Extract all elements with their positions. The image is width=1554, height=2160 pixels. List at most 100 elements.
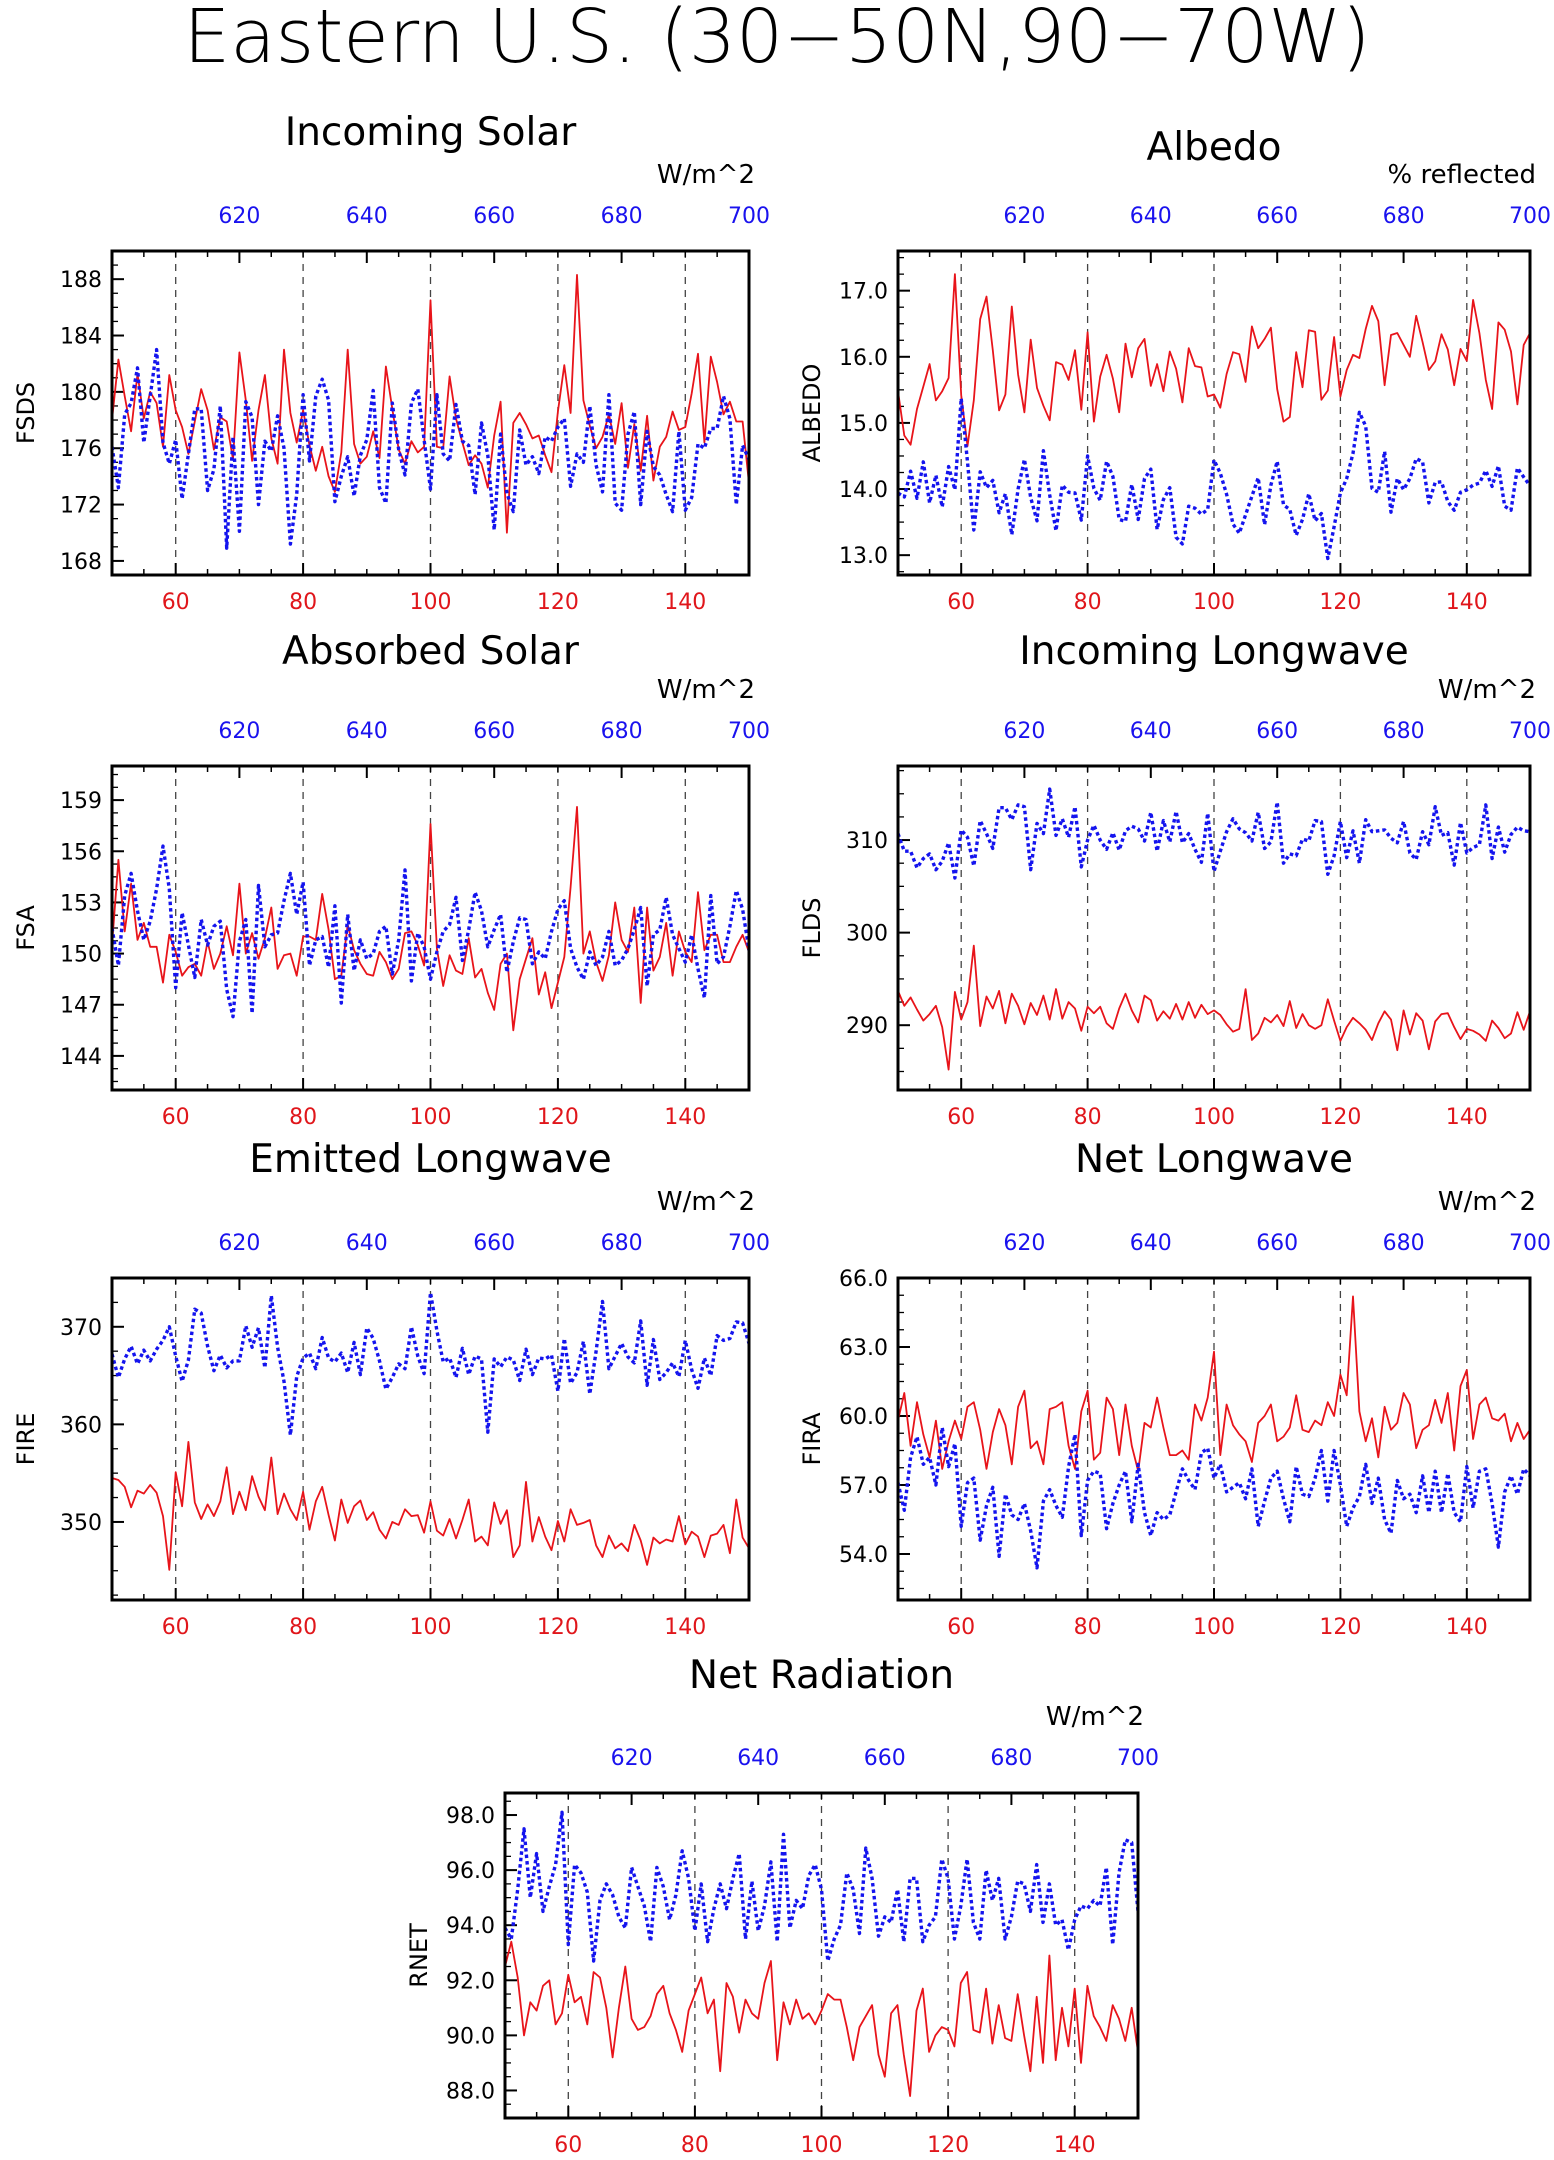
x2-tick-label: 620 [218, 719, 260, 744]
series-line-red [505, 1940, 1138, 2097]
x-tick-label: 120 [537, 1105, 579, 1130]
x2-tick-label: 640 [737, 1746, 779, 1771]
y-tick-label: 176 [60, 437, 102, 462]
x-tick-label: 60 [947, 1615, 975, 1640]
y-axis-label: FIRE [12, 1413, 40, 1466]
panel-fira: Net Longwave W/m^2 60 80 100 120 140 620 640 660 6… [798, 1137, 1551, 1640]
x-tick-label: 100 [410, 1615, 452, 1640]
x2-tick-label: 700 [728, 204, 770, 229]
y-tick-label: 98.0 [446, 1804, 495, 1829]
plot-frame [503, 1791, 1140, 2120]
panel-flds: Incoming Longwave W/m^2 60 80 100 120 140 620 64… [798, 629, 1551, 1130]
plot-frame [110, 764, 751, 1092]
x-tick-label: 60 [947, 1105, 975, 1130]
x2-tick-label: 620 [218, 1231, 260, 1256]
panel-rnet: Net Radiation W/m^2 60 80 100 120 140 620 640 660… [405, 1653, 1159, 2158]
plot-frame [110, 1276, 751, 1602]
x-tick-label: 80 [1074, 1105, 1102, 1130]
x-tick-label: 100 [1193, 1105, 1235, 1130]
x-tick-label: 100 [410, 590, 452, 615]
panel-title: Emitted Longwave [249, 1137, 611, 1182]
series-line-red [112, 1441, 749, 1571]
x-tick-label: 60 [554, 2133, 582, 2158]
x2-tick-label: 620 [1003, 1231, 1045, 1256]
units-label: W/m^2 [1438, 675, 1536, 705]
y-tick-label: 150 [60, 943, 102, 968]
x2-tick-label: 700 [1117, 1746, 1159, 1771]
x2-tick-label: 660 [473, 1231, 515, 1256]
units-label: W/m^2 [657, 675, 755, 705]
x2-tick-label: 640 [1130, 719, 1172, 744]
y-tick-label: 16.0 [839, 346, 888, 371]
x-tick-label: 120 [1319, 1615, 1361, 1640]
x-tick-label: 60 [162, 1105, 190, 1130]
x2-tick-label: 700 [1509, 204, 1551, 229]
x2-tick-label: 700 [1509, 1231, 1551, 1256]
panel-albedo: Albedo % reflected 60 80 100 120 140 620 640 660 6… [798, 125, 1551, 615]
x-tick-label: 140 [664, 1615, 706, 1640]
y-tick-label: 159 [60, 789, 102, 814]
y-tick-label: 168 [60, 550, 102, 575]
y-tick-label: 90.0 [446, 2024, 495, 2049]
y-tick-label: 184 [60, 325, 102, 350]
series-line-red [898, 1295, 1530, 1473]
series-line-red [112, 806, 749, 1032]
y-tick-label: 15.0 [839, 412, 888, 437]
x2-tick-label: 660 [1256, 204, 1298, 229]
x-tick-label: 120 [927, 2133, 969, 2158]
series-line-blue [898, 396, 1530, 561]
x2-tick-label: 680 [601, 719, 643, 744]
x2-tick-label: 660 [473, 719, 515, 744]
y-tick-label: 310 [846, 829, 888, 854]
units-label: W/m^2 [657, 160, 755, 190]
x2-tick-label: 700 [728, 1231, 770, 1256]
x-tick-label: 80 [1074, 590, 1102, 615]
x-tick-label: 100 [801, 2133, 843, 2158]
x2-tick-label: 660 [1256, 719, 1298, 744]
y-tick-label: 147 [60, 994, 102, 1019]
x-tick-label: 120 [1319, 590, 1361, 615]
panel-title: Incoming Longwave [1019, 629, 1408, 674]
y-tick-label: 180 [60, 381, 102, 406]
x2-tick-label: 680 [990, 1746, 1032, 1771]
y-tick-label: 156 [60, 840, 102, 865]
units-label: W/m^2 [657, 1187, 755, 1217]
x-tick-label: 140 [664, 590, 706, 615]
x-tick-label: 60 [162, 590, 190, 615]
y-tick-label: 57.0 [839, 1474, 888, 1499]
series-line-blue [112, 844, 749, 1019]
x-tick-label: 120 [537, 590, 579, 615]
x2-tick-label: 640 [1130, 204, 1172, 229]
y-tick-label: 13.0 [839, 544, 888, 569]
y-tick-label: 350 [60, 1511, 102, 1536]
y-tick-label: 370 [60, 1316, 102, 1341]
y-axis-label: FSA [12, 905, 40, 951]
figure-title: Eastern U.S. (30−50N,90−70W) [184, 0, 1371, 80]
x2-tick-label: 640 [346, 204, 388, 229]
y-tick-label: 17.0 [839, 280, 888, 305]
series-line-red [898, 944, 1530, 1071]
y-tick-label: 66.0 [839, 1267, 888, 1292]
x-tick-label: 80 [1074, 1615, 1102, 1640]
series-line-blue [898, 1425, 1530, 1570]
x-tick-label: 140 [1446, 1615, 1488, 1640]
y-tick-label: 92.0 [446, 1969, 495, 1994]
y-tick-label: 14.0 [839, 478, 888, 503]
y-tick-label: 153 [60, 891, 102, 916]
x2-tick-label: 680 [1383, 1231, 1425, 1256]
units-label: % reflected [1388, 160, 1536, 190]
y-axis-label: ALBEDO [798, 364, 826, 463]
plot-frame [110, 249, 751, 577]
x2-tick-label: 640 [346, 1231, 388, 1256]
panel-fsds: Incoming Solar W/m^2 60 80 100 120 140 620 640 66… [12, 110, 770, 615]
x-tick-label: 80 [681, 2133, 709, 2158]
plot-frame [896, 1276, 1532, 1602]
x2-tick-label: 680 [1383, 719, 1425, 744]
x2-tick-label: 680 [601, 204, 643, 229]
series-line-blue [112, 347, 749, 550]
x-tick-label: 100 [410, 1105, 452, 1130]
panel-title: Net Longwave [1075, 1137, 1353, 1182]
x2-tick-label: 640 [346, 719, 388, 744]
panel-title: Absorbed Solar [282, 629, 580, 674]
